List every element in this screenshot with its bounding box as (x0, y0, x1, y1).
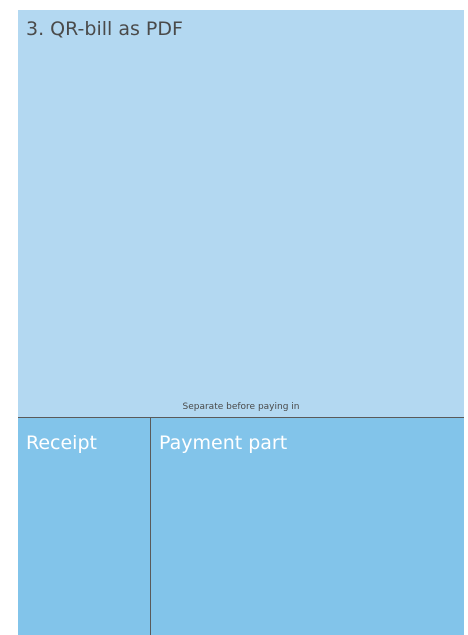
payment-label: Payment part (159, 432, 288, 454)
receipt-section: Receipt (18, 418, 151, 635)
qr-bill: Receipt Payment part (18, 417, 464, 635)
separator-text: Separate before paying in (182, 402, 300, 412)
receipt-label: Receipt (26, 432, 97, 454)
title: 3. QR-bill as PDF (26, 18, 183, 40)
pdf-area: 3. QR-bill as PDF Separate before paying… (18, 10, 464, 417)
payment-section: Payment part (151, 418, 464, 635)
